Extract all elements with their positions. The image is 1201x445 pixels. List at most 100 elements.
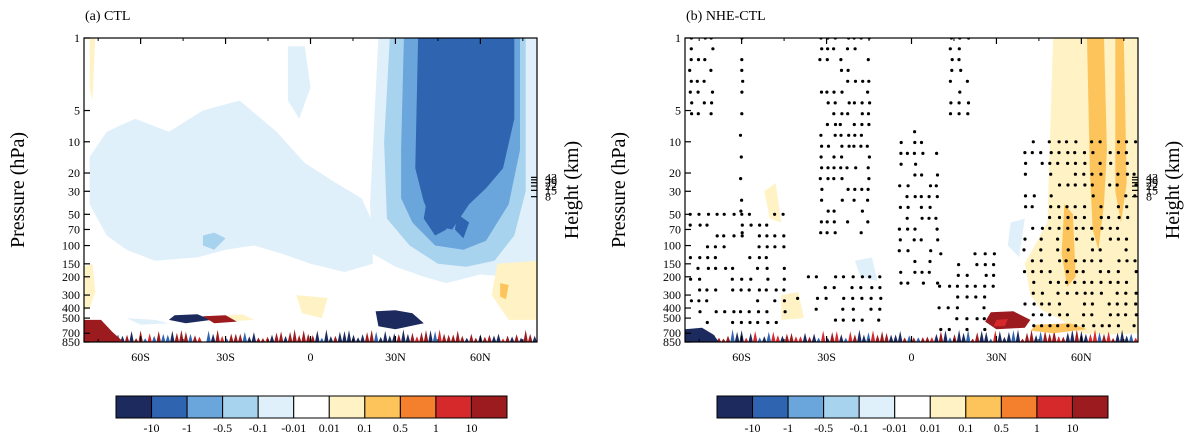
- significance-dot: [851, 307, 855, 311]
- significance-dot: [1064, 259, 1068, 263]
- significance-dot: [747, 288, 751, 292]
- significance-dot: [1090, 291, 1094, 295]
- significance-dot: [814, 307, 818, 311]
- significance-dot: [1048, 280, 1052, 284]
- significance-dot: [832, 155, 836, 159]
- significance-dot: [739, 288, 743, 292]
- significance-dot: [1124, 140, 1129, 144]
- significance-dot: [1056, 161, 1060, 165]
- significance-dot: [1048, 215, 1052, 220]
- significance-dot: [815, 296, 820, 300]
- significance-dot: [1090, 140, 1094, 144]
- significance-dot: [1099, 291, 1103, 295]
- significance-dot: [965, 317, 969, 321]
- significance-dot: [898, 238, 902, 242]
- significance-dot: [934, 216, 938, 220]
- contour-region: [789, 332, 794, 342]
- significance-dot: [739, 320, 743, 325]
- significance-dot: [1057, 302, 1062, 306]
- significance-dot: [747, 212, 751, 216]
- contour-region: [1007, 218, 1025, 258]
- significance-dot: [847, 101, 851, 105]
- significance-dot: [757, 288, 761, 292]
- contour-region: [721, 338, 726, 342]
- significance-dot: [1057, 183, 1062, 187]
- significance-dot: [1124, 291, 1128, 295]
- significance-dot: [1134, 140, 1138, 144]
- contour-region: [142, 338, 148, 342]
- y-tick-label: 30: [669, 184, 681, 198]
- contour-region: [1074, 329, 1080, 342]
- contour-region: [346, 330, 352, 342]
- significance-dot: [1064, 140, 1069, 144]
- significance-dot: [1023, 151, 1027, 155]
- significance-dot: [839, 166, 843, 170]
- significance-dot: [955, 306, 959, 310]
- colorbar-swatch: [787, 395, 825, 419]
- contour-region: [441, 333, 447, 342]
- significance-dot: [982, 306, 986, 310]
- contour-region: [1038, 331, 1043, 342]
- significance-dot: [912, 238, 916, 242]
- significance-dot: [851, 296, 855, 300]
- significance-dot: [1057, 140, 1061, 144]
- significance-dot: [973, 252, 977, 256]
- significance-dot: [1032, 194, 1036, 198]
- y-tick-label: 10: [669, 135, 681, 149]
- colorbar-swatch: [435, 395, 472, 419]
- significance-dot: [869, 296, 873, 300]
- significance-dot: [1083, 161, 1087, 165]
- significance-dot: [1107, 270, 1111, 274]
- significance-dot: [973, 284, 977, 288]
- significance-dot: [781, 212, 785, 216]
- contour-region: [929, 337, 935, 342]
- significance-dot: [826, 144, 831, 148]
- significance-dot: [877, 318, 881, 322]
- significance-dot: [820, 144, 824, 148]
- significance-dot: [705, 299, 709, 303]
- significance-dot: [722, 212, 726, 216]
- significance-dot: [722, 234, 726, 238]
- significance-dot: [939, 252, 943, 256]
- significance-dot: [1040, 324, 1044, 328]
- y-tick-label: 70: [68, 222, 80, 236]
- y2-axis-label: Height (km): [1162, 141, 1184, 239]
- x-tick-label: 0: [308, 350, 314, 364]
- significance-dot: [1108, 183, 1112, 187]
- significance-dot: [928, 205, 932, 209]
- contour-region: [491, 260, 537, 320]
- significance-dot: [852, 198, 856, 202]
- significance-dot: [711, 47, 715, 51]
- significance-dot: [748, 256, 752, 260]
- significance-dot: [1124, 248, 1128, 252]
- significance-dot: [878, 286, 882, 290]
- significance-dot: [1056, 291, 1060, 295]
- significance-dot: [859, 133, 863, 137]
- significance-dot: [974, 295, 978, 299]
- contour-region: [907, 335, 912, 342]
- significance-dot: [859, 231, 863, 235]
- significance-dot: [732, 310, 736, 314]
- contour-region: [943, 330, 948, 342]
- contour-region: [296, 295, 328, 319]
- significance-dot: [898, 184, 902, 188]
- significance-dot: [1049, 205, 1053, 209]
- significance-dot: [1125, 259, 1129, 263]
- contour-region: [487, 334, 492, 342]
- contour-region: [306, 333, 311, 342]
- contour-region: [997, 331, 1003, 342]
- significance-dot: [834, 275, 838, 279]
- significance-dot: [696, 266, 700, 270]
- contour-region: [179, 330, 184, 342]
- significance-dot: [860, 101, 864, 105]
- contour-region: [532, 335, 537, 342]
- significance-dot: [731, 320, 735, 325]
- contour-region: [89, 38, 96, 101]
- significance-dot: [840, 90, 844, 94]
- significance-dot: [840, 198, 844, 202]
- significance-dot: [878, 275, 882, 279]
- significance-dot: [1030, 259, 1034, 263]
- significance-dot: [958, 90, 962, 94]
- significance-dot: [1048, 161, 1052, 165]
- significance-dot: [703, 58, 707, 62]
